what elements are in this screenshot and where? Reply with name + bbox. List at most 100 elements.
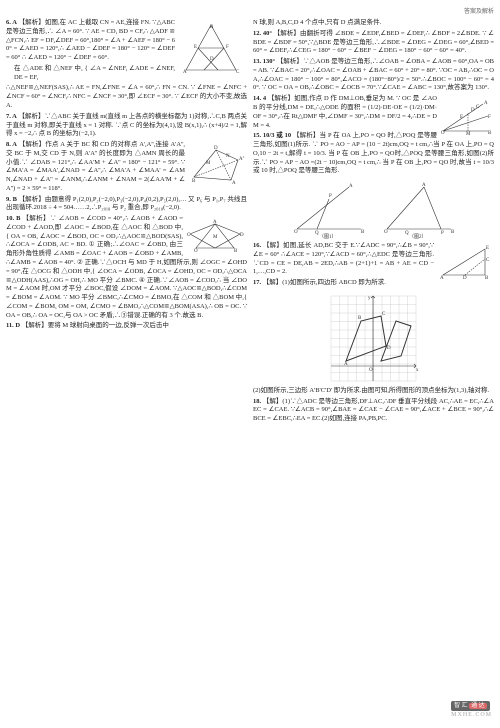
item-number: 6. A bbox=[6, 19, 17, 26]
problem-10: A C D O B M 10. B 【解析】∵ ∠AOB = ∠COD = 40… bbox=[6, 215, 247, 320]
problem-6-cont: ∴△NEF≌△NEF(SAS),∴ AE = FN,∠FNE = ∠A = 60… bbox=[6, 84, 247, 110]
svg-text:D: D bbox=[214, 146, 218, 151]
svg-text:D: D bbox=[471, 108, 475, 113]
svg-text:A: A bbox=[484, 101, 488, 106]
svg-text:O: O bbox=[369, 368, 373, 373]
svg-text:D: D bbox=[387, 346, 391, 351]
svg-text:C: C bbox=[486, 258, 490, 263]
item-text: 【解析】作点 A 关于 BC 和 CD 的对称点 A',A'',连接 A'A''… bbox=[6, 141, 185, 192]
problem-16: A B E D C 16. 【解】如图,延长 AD,BC 交于 E.∵∠ADC … bbox=[253, 242, 494, 277]
bowtie-figure: A C D O B M bbox=[184, 216, 246, 254]
problem-11-cont: N 球,则 A,B,C,D 4 个点中,只有 D 点满足条件. bbox=[253, 19, 494, 28]
svg-text:M: M bbox=[466, 132, 471, 136]
problem-14: O B A D M F E C 14. 4 【解析】如图,作点 D 作 DM⊥O… bbox=[253, 95, 494, 130]
svg-text:A: A bbox=[344, 362, 348, 367]
rt-triangle-figure: A B E D C bbox=[435, 243, 493, 281]
svg-text:C: C bbox=[476, 105, 480, 110]
problem-8: B D A'' A M N 8. A 【解析】作点 A 关于 BC 和 CD 的… bbox=[6, 141, 247, 194]
item-text: 【解】(1)如图所示,四边形 ABCD 即为所求. bbox=[263, 279, 386, 286]
item-number: 13. 130° bbox=[253, 58, 275, 65]
two-column-layout: B A C E F D 6. A 【解析】如图,在 AC 上截取 CN = AE… bbox=[6, 19, 494, 426]
svg-text:O: O bbox=[294, 230, 298, 235]
svg-text:P: P bbox=[441, 231, 444, 236]
svg-text:M: M bbox=[206, 161, 211, 166]
problem-11: 11. D 【解析】要将 M 球射向桌面的一边,反弹一次后击中 bbox=[6, 322, 247, 331]
problem-6: B A C E F D 6. A 【解析】如图,在 AC 上截取 CN = AE… bbox=[6, 19, 247, 63]
right-column: N 球,则 A,B,C,D 4 个点中,只有 D 点满足条件. 12. 40° … bbox=[253, 19, 494, 426]
svg-text:B: B bbox=[451, 230, 455, 235]
item-number: 16. bbox=[253, 242, 261, 249]
svg-text:A: A bbox=[213, 220, 217, 225]
item-text: 【解析】由题意得 P₁(2,0),P₂(−2,0),P₃(−2,0),P₄(0,… bbox=[6, 196, 247, 212]
angle-figure: O B A D M F E C bbox=[438, 96, 493, 136]
svg-text:y: y bbox=[368, 296, 371, 301]
svg-text:B: B bbox=[361, 230, 365, 235]
pq-figure-1: O B A P Q （图1） bbox=[289, 179, 369, 239]
item-number: 15. 10/3 或 10 bbox=[253, 132, 291, 139]
item-text: 【解析】由翻折可得 ∠BDE = ∠EDF,∠BED = ∠DEF,∴ ∠BDF… bbox=[253, 30, 494, 55]
problem-18: 18. 【解】(1)∵△ADC 是等边三角形,DF⊥AC,∴DF 垂直平分线段 … bbox=[253, 398, 494, 424]
item-number: 9. B bbox=[6, 196, 17, 203]
svg-text:A'': A'' bbox=[239, 157, 245, 162]
svg-text:O: O bbox=[194, 249, 198, 254]
svg-text:F: F bbox=[226, 45, 229, 50]
problem-15: 15. 10/3 或 10 【解析】当 P 在 OA 上,PO = QO 时,△… bbox=[253, 132, 494, 176]
svg-text:N: N bbox=[226, 154, 230, 159]
item-text: 【解析】∵△ABC 关于直线 m(直线 m 上各点的横坐标都为 1)对称,∴C,… bbox=[6, 113, 247, 138]
page-header: 答案及解析 bbox=[6, 8, 494, 16]
svg-text:B: B bbox=[192, 179, 196, 184]
svg-text:B: B bbox=[488, 131, 492, 136]
item-number: 18. bbox=[253, 398, 261, 405]
pq-figure-2: O B A P Q （图2） bbox=[379, 179, 459, 239]
svg-text:D: D bbox=[210, 57, 214, 62]
svg-text:A: A bbox=[183, 70, 187, 75]
item-number: 12. 40° bbox=[253, 30, 272, 37]
item-text: 【解析】要将 M 球射向桌面的一边,反弹一次后击中 bbox=[22, 322, 169, 329]
left-column: B A C E F D 6. A 【解析】如图,在 AC 上截取 CN = AE… bbox=[6, 19, 247, 426]
svg-text:C: C bbox=[382, 312, 386, 317]
watermark-badge: 智 汇 通 达 bbox=[451, 701, 490, 711]
quad-figure: B D A'' A M N bbox=[186, 142, 246, 184]
item-number: 17. bbox=[253, 279, 261, 286]
svg-text:（图1）: （图1） bbox=[319, 234, 337, 239]
svg-text:P: P bbox=[329, 194, 332, 199]
svg-text:F: F bbox=[488, 115, 491, 120]
problem-13: 13. 130° 【解析】∵△AOB 是等边三角形,∴∠OAB = ∠OBA =… bbox=[253, 58, 494, 93]
svg-text:D: D bbox=[463, 276, 467, 281]
coordinate-grid-figure: x y O A B C D bbox=[326, 291, 421, 386]
item-number: 14. 4 bbox=[253, 95, 266, 102]
svg-text:B: B bbox=[358, 316, 362, 321]
svg-text:B: B bbox=[234, 249, 238, 254]
problem-17b: (2)如图所示,三边形 A'B'C'D' 即为所求.由图可知,所得图形的顶点坐标… bbox=[253, 387, 494, 396]
svg-text:x: x bbox=[416, 368, 419, 373]
item-number: 8. A bbox=[6, 141, 17, 148]
item-text: 【解】(1)∵△ADC 是等边三角形,DF⊥AC,∴DF 垂直平分线段 AC,∴… bbox=[253, 398, 494, 423]
problem-7: 7. A 【解析】∵△ABC 关于直线 m(直线 m 上各点的横坐标都为 1)对… bbox=[6, 113, 247, 139]
svg-text:O: O bbox=[384, 230, 388, 235]
item-number: 10. B bbox=[6, 215, 20, 222]
item-number: 7. A bbox=[6, 113, 17, 120]
svg-text:C: C bbox=[236, 70, 240, 75]
svg-text:E: E bbox=[460, 115, 463, 120]
problem-9: 9. B 【解析】由题意得 P₁(2,0),P₂(−2,0),P₃(−2,0),… bbox=[6, 196, 247, 214]
svg-text:M: M bbox=[213, 235, 218, 240]
svg-text:A: A bbox=[422, 183, 426, 188]
figure-pair: O B A P Q （图1） O B A P Q （图2） bbox=[253, 178, 494, 240]
item-text: 【解析】∵△AOB 是等边三角形,∴∠OAB = ∠OBA = ∠AOB = 6… bbox=[253, 58, 494, 91]
svg-text:B: B bbox=[485, 276, 489, 281]
item-text: 【解析】如图,在 AC 上截取 CN = AE,连接 FN. ∵△ABC 是等边… bbox=[6, 19, 175, 61]
item-number: 11. D bbox=[6, 322, 20, 329]
svg-text:（图2）: （图2） bbox=[409, 234, 427, 239]
svg-text:E: E bbox=[194, 45, 197, 50]
watermark-url: MXHE.COM bbox=[451, 712, 492, 718]
item-text: 【解析】如图,作点 D 作 DM⊥OB,垂足为 M. ∵ OC 是 ∠AOB 的… bbox=[253, 95, 437, 128]
svg-text:A: A bbox=[440, 276, 444, 281]
item-text: 【解】如图,延长 AD,BC 交于 E.∵∠ADC = 90°,∴∠B = 90… bbox=[253, 242, 434, 275]
svg-text:E: E bbox=[486, 246, 489, 251]
triangle-figure-1: B A C E F D bbox=[176, 20, 246, 75]
problem-12: 12. 40° 【解析】由翻折可得 ∠BDE = ∠EDF,∠BED = ∠DE… bbox=[253, 30, 494, 56]
grid-figure-wrap: x y O A B C D bbox=[253, 290, 494, 387]
svg-text:O: O bbox=[441, 131, 445, 136]
svg-text:A: A bbox=[349, 184, 353, 189]
watermark: 智 汇 通 达 MXHE.COM bbox=[451, 701, 492, 720]
